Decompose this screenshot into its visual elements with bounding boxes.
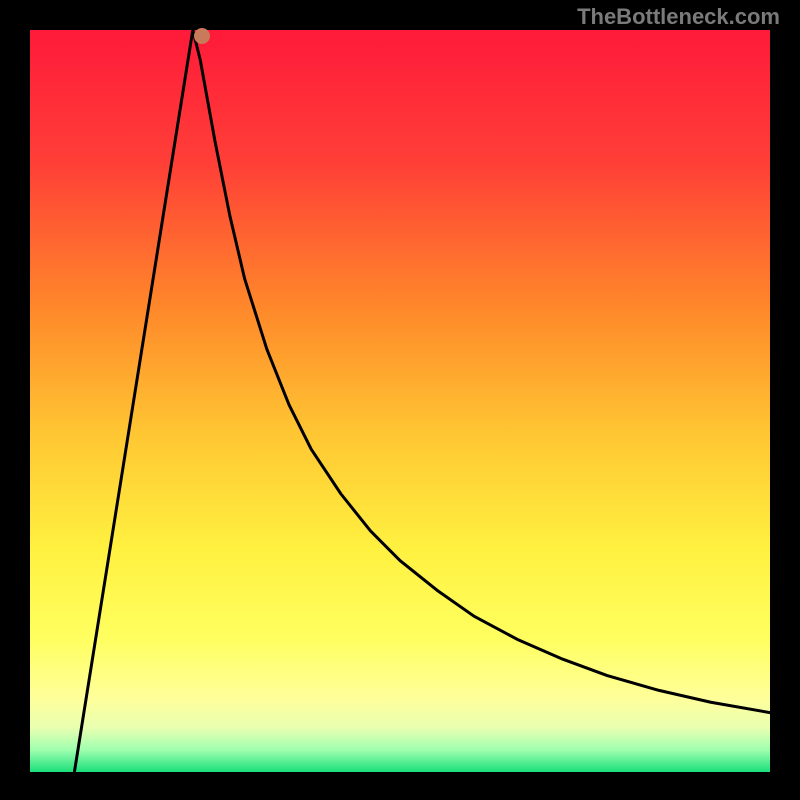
watermark-text: TheBottleneck.com — [577, 4, 780, 30]
minimum-marker — [194, 28, 210, 44]
bottleneck-curve — [74, 30, 770, 772]
curve-svg — [30, 30, 770, 772]
chart-frame: TheBottleneck.com — [0, 0, 800, 800]
plot-area — [30, 30, 770, 772]
